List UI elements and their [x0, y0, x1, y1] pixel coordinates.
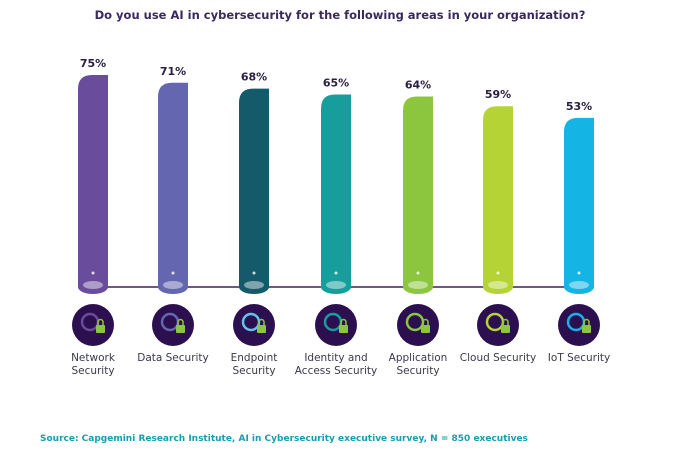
bar	[403, 96, 433, 287]
bar-base	[403, 280, 433, 294]
source-note: Source: Capgemini Research Institute, AI…	[40, 434, 528, 444]
category-label: Application Security	[388, 352, 448, 377]
bar	[321, 94, 351, 287]
category-label: Identity and Access Security	[294, 352, 378, 377]
bar	[78, 75, 108, 287]
bar	[158, 82, 188, 287]
bar-dot	[496, 271, 500, 275]
iot-lock-icon	[558, 304, 600, 346]
bar	[239, 88, 269, 288]
bar	[483, 106, 513, 287]
endpoint-lock-icon	[233, 304, 275, 346]
bar-base	[483, 280, 513, 294]
bar-highlight	[163, 281, 183, 289]
bar-base	[564, 280, 594, 294]
bar-highlight	[326, 281, 346, 289]
bar-base	[78, 280, 108, 294]
data-label: 75%	[80, 57, 106, 70]
bar-base	[321, 280, 351, 294]
identity-lock-icon	[315, 304, 357, 346]
network-lock-icon	[72, 304, 114, 346]
bar-highlight	[83, 281, 103, 289]
bar-dot	[334, 271, 338, 275]
bar-dot	[91, 271, 95, 275]
data-label: 71%	[160, 65, 186, 78]
data-label: 64%	[405, 78, 431, 91]
bar	[564, 117, 594, 288]
chart-title: Do you use AI in cybersecurity for the f…	[94, 8, 586, 22]
bar-dot	[171, 271, 175, 275]
category-label: Endpoint Security	[230, 352, 278, 377]
bar-base	[158, 280, 188, 294]
data-label: 59%	[485, 88, 511, 101]
database-lock-icon	[152, 304, 194, 346]
cloud-lock-icon	[477, 304, 519, 346]
bar-dot	[252, 271, 256, 275]
data-label: 68%	[241, 71, 267, 84]
bar-highlight	[244, 281, 264, 289]
category-label: IoT Security	[547, 352, 611, 364]
category-label: Network Security	[71, 352, 115, 377]
data-label: 65%	[323, 77, 349, 90]
category-label: Cloud Security	[459, 352, 537, 364]
bar-dot	[416, 271, 420, 275]
bar-highlight	[408, 281, 428, 289]
bar-base	[239, 280, 269, 294]
data-label: 53%	[566, 100, 592, 113]
bar-dot	[577, 271, 581, 275]
category-label: Data Security	[137, 352, 209, 364]
bar-highlight	[488, 281, 508, 289]
bar-highlight	[569, 281, 589, 289]
application-lock-icon	[397, 304, 439, 346]
